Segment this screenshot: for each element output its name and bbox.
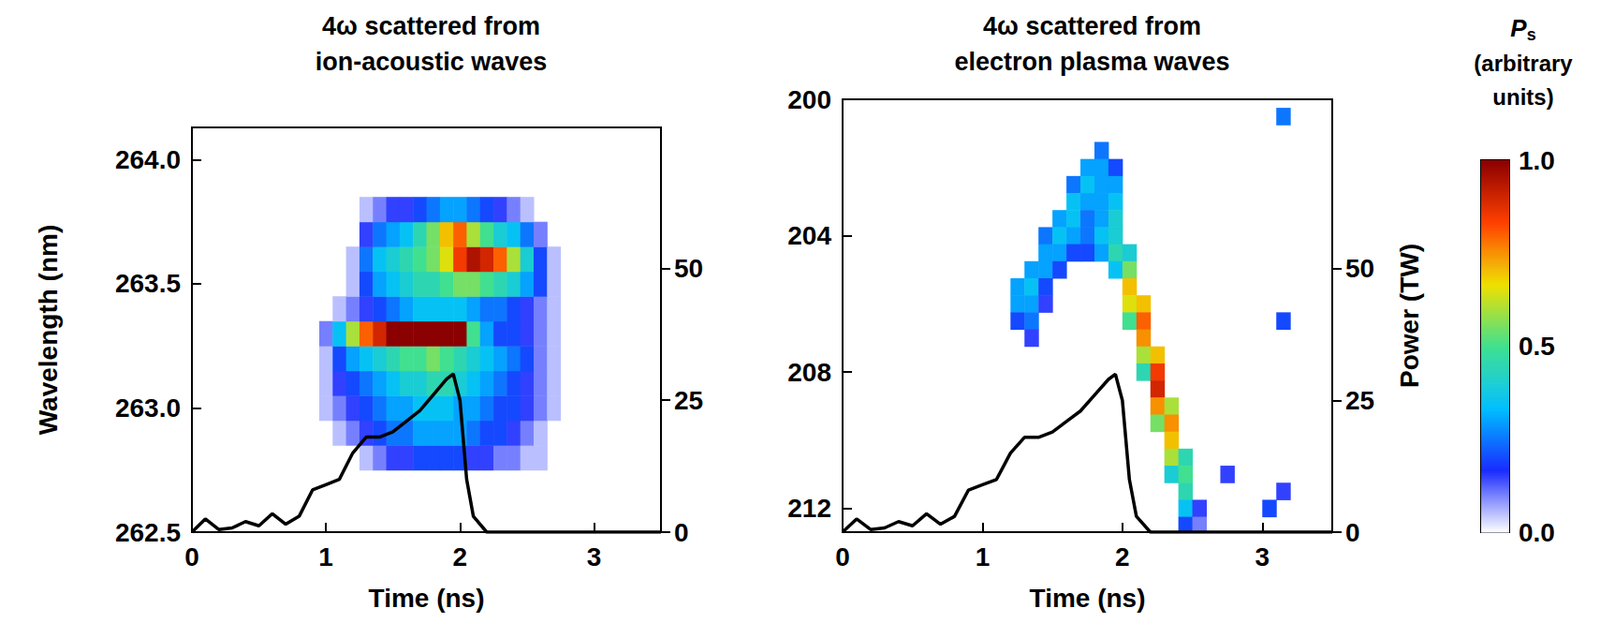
svg-text:212: 212	[787, 493, 832, 523]
svg-text:50: 50	[1345, 253, 1375, 283]
svg-text:electron plasma waves: electron plasma waves	[954, 47, 1230, 76]
svg-text:P: P	[1510, 14, 1527, 43]
svg-text:3: 3	[587, 542, 602, 572]
svg-text:0: 0	[835, 542, 851, 572]
svg-text:264.0: 264.0	[115, 145, 181, 175]
svg-text:(arbitrary: (arbitrary	[1473, 50, 1573, 76]
svg-text:Time (ns): Time (ns)	[1029, 583, 1146, 613]
svg-text:Power (TW): Power (TW)	[1394, 243, 1424, 388]
svg-text:200: 200	[787, 85, 832, 115]
svg-text:units): units)	[1492, 84, 1554, 110]
svg-text:50: 50	[674, 253, 704, 283]
svg-text:263.5: 263.5	[115, 268, 181, 298]
svg-text:4ω scattered from: 4ω scattered from	[322, 12, 541, 41]
svg-text:0.5: 0.5	[1518, 331, 1556, 361]
svg-text:263.0: 263.0	[115, 393, 181, 423]
svg-text:2: 2	[1115, 542, 1131, 572]
svg-text:1: 1	[318, 542, 334, 572]
svg-text:1.0: 1.0	[1518, 146, 1556, 176]
svg-text:ion-acoustic waves: ion-acoustic waves	[315, 47, 548, 76]
svg-text:204: 204	[787, 220, 832, 250]
svg-text:1: 1	[975, 542, 991, 572]
svg-text:Wavelength (nm): Wavelength (nm)	[33, 224, 63, 436]
svg-text:4ω scattered from: 4ω scattered from	[983, 12, 1202, 41]
svg-text:Time (ns): Time (ns)	[368, 583, 485, 613]
svg-text:0: 0	[184, 542, 200, 572]
svg-text:25: 25	[1345, 385, 1375, 415]
svg-text:262.5: 262.5	[115, 517, 181, 547]
svg-text:25: 25	[674, 385, 704, 415]
svg-text:3: 3	[1254, 542, 1270, 572]
svg-text:s: s	[1526, 25, 1537, 45]
svg-text:0: 0	[674, 517, 690, 547]
svg-text:208: 208	[787, 357, 832, 387]
svg-text:0.0: 0.0	[1518, 517, 1556, 547]
svg-text:0: 0	[1345, 517, 1361, 547]
svg-text:2: 2	[452, 542, 468, 572]
